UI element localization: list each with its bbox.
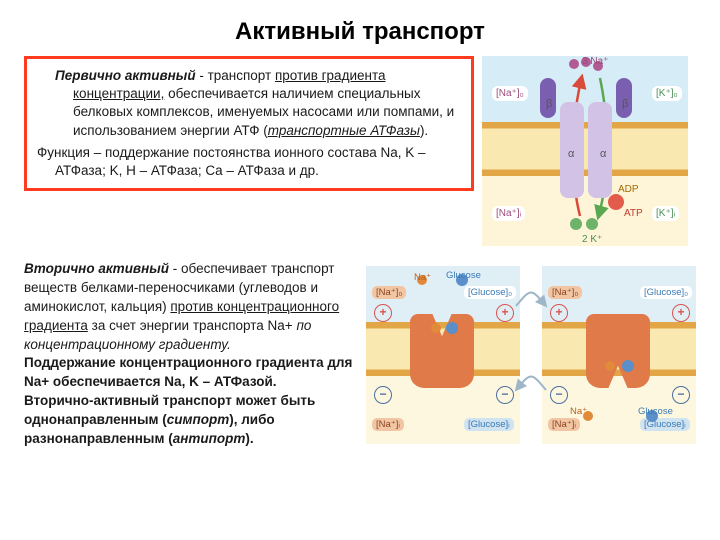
primary-lead-atpase: транспортные АТФазы [268, 123, 420, 138]
primary-active-box: Первично активный - транспорт против гра… [24, 56, 474, 191]
secondary-seg2: за счет энергии транспорта Na+ [88, 318, 297, 333]
secondary-bold-line: Поддержание концентрационного градиента … [24, 354, 354, 392]
primary-lead-seg1: - транспорт [196, 68, 275, 83]
diagram-label: Na⁺ [414, 272, 431, 283]
subunit-greek-label: α [600, 148, 606, 160]
nak-atpase-diagram: [Na⁺]₀ [K⁺]₀ [Na⁺]ᵢ [K⁺]ᵢ 3 Na⁺ 2 K⁺ ADP ATP β β α… [482, 56, 688, 246]
primary-lead: Первично активный - транспорт против гра… [37, 67, 461, 140]
primary-lead-seg3: ). [420, 123, 428, 138]
secondary-term: Вторично активный [24, 261, 173, 276]
concentration-badge: [Na⁺]ᵢ [492, 206, 525, 221]
top-row: Первично активный - транспорт против гра… [24, 56, 696, 246]
subunit-greek-label: α [568, 148, 574, 160]
concentration-badge: [K⁺]₀ [652, 86, 682, 101]
panel-connector [366, 260, 696, 450]
bottom-row: Вторично активный - обеспечивает транспо… [24, 260, 696, 450]
secondary-last-c: ). [245, 431, 253, 446]
diagram-label: 2 K⁺ [582, 234, 602, 245]
ion-dot [569, 59, 579, 69]
concentration-badge: [K⁺]ᵢ [652, 206, 679, 221]
symport-diagram: ++−−[Na⁺]₀[Glucose]₀[Na⁺]ᵢ[Glucose]ᵢ++−−… [366, 260, 696, 450]
diagram-label: Glucose [446, 270, 481, 281]
subunit-greek-label: β [546, 98, 552, 110]
secondary-antiport: антипорт [173, 431, 246, 446]
ion-dot [586, 218, 598, 230]
secondary-para: Вторично активный - обеспечивает транспо… [24, 260, 354, 354]
subunit-greek-label: β [622, 98, 628, 110]
secondary-active-text: Вторично активный - обеспечивает транспо… [24, 260, 354, 449]
slide: Активный транспорт Первично активный - т… [0, 0, 720, 540]
concentration-badge: [Na⁺]₀ [492, 86, 528, 101]
diagram-label: Glucose [638, 406, 673, 417]
diagram-label: ADP [618, 184, 639, 195]
atp-dot [608, 194, 624, 210]
diagram-label: ATP [624, 208, 643, 219]
secondary-last-line: Вторично-активный транспорт может быть о… [24, 392, 354, 449]
diagram-label: 3 Na⁺ [582, 56, 608, 67]
slide-title: Активный транспорт [24, 18, 696, 46]
diagram-label: Na⁺ [570, 406, 587, 417]
secondary-symport: симпорт [167, 412, 229, 427]
primary-lead-term: Первично активный [55, 68, 196, 83]
ion-dot [570, 218, 582, 230]
primary-function-line: Функция – поддержание постоянства ионног… [37, 144, 461, 180]
